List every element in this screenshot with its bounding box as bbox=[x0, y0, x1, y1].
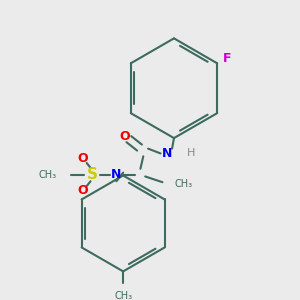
Text: S: S bbox=[87, 167, 98, 182]
Text: CH₃: CH₃ bbox=[175, 179, 193, 189]
Text: F: F bbox=[223, 52, 231, 65]
Text: N: N bbox=[111, 168, 122, 181]
Text: CH₃: CH₃ bbox=[39, 169, 57, 179]
Text: O: O bbox=[120, 130, 130, 143]
Text: O: O bbox=[78, 152, 88, 165]
Text: O: O bbox=[78, 184, 88, 197]
Text: CH₃: CH₃ bbox=[114, 291, 132, 300]
Text: N: N bbox=[162, 147, 172, 160]
Text: H: H bbox=[187, 148, 195, 158]
